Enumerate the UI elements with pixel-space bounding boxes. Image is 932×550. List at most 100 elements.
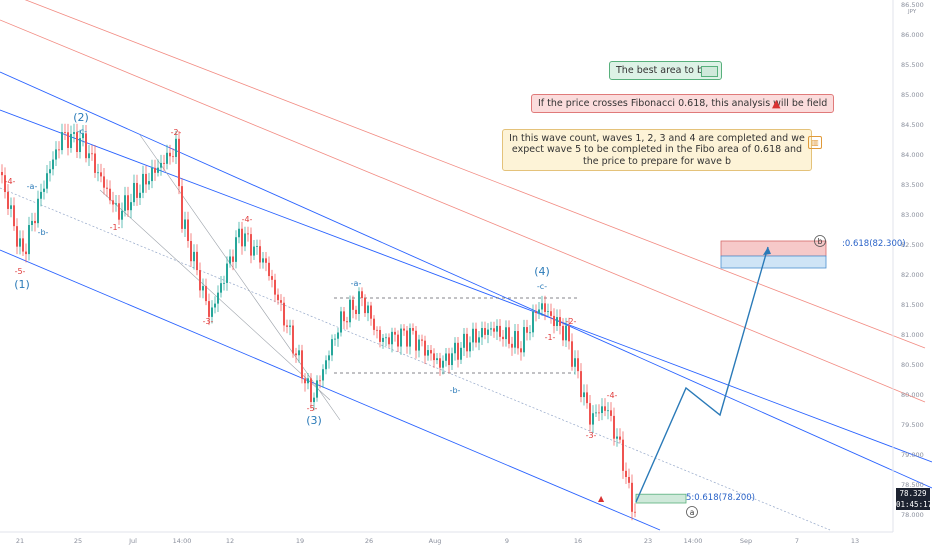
candle-body <box>358 291 360 315</box>
candle-body <box>346 321 348 323</box>
candle-body <box>256 246 258 247</box>
wave-label: -5- <box>15 267 26 276</box>
candle-body <box>439 358 441 368</box>
candle-body <box>79 138 81 153</box>
price-tick-label: 78.500 <box>901 481 924 489</box>
price-tick-label: 80.000 <box>901 391 924 399</box>
wave-label: (1) <box>14 278 30 291</box>
price-tick-label: 81.000 <box>901 331 924 339</box>
candle-body <box>214 303 216 308</box>
candle-body <box>58 149 60 151</box>
candle-body <box>139 192 141 198</box>
candle-body <box>601 406 603 414</box>
candle-body <box>622 439 624 471</box>
price-tick-label: 79.000 <box>901 451 924 459</box>
candle-body <box>541 303 543 310</box>
candle-body <box>85 133 87 159</box>
candle-body <box>52 159 54 170</box>
candle-body <box>391 331 393 345</box>
candle-body <box>325 360 327 370</box>
candle-body <box>13 205 15 227</box>
candle-body <box>313 397 315 403</box>
candle-body <box>148 181 150 185</box>
candle-body <box>331 339 333 356</box>
candle-body <box>43 188 45 192</box>
candle-body <box>70 133 72 148</box>
candle-body <box>406 330 408 347</box>
wave-label: -c- <box>77 127 87 136</box>
candle-body <box>124 195 126 211</box>
candle-body <box>328 355 330 361</box>
candle-body <box>82 133 84 139</box>
candle-body <box>604 406 606 411</box>
candle-body <box>94 153 96 173</box>
candle-body <box>583 392 585 398</box>
candle-body <box>367 305 369 314</box>
candle-body <box>250 234 252 256</box>
candle-body <box>61 132 63 151</box>
candle-body <box>508 327 510 344</box>
candle-body <box>355 309 357 315</box>
candle-body <box>415 330 417 351</box>
candle-body <box>526 327 528 333</box>
wave-label: -3- <box>203 317 214 326</box>
candle-body <box>505 327 507 340</box>
candle-body <box>436 358 438 361</box>
candle-body <box>112 200 114 205</box>
wave-label: -4- <box>607 391 618 400</box>
candle-body <box>589 403 591 425</box>
candle-body <box>562 325 564 341</box>
candle-body <box>631 482 633 512</box>
candle-body <box>64 132 66 133</box>
candle-body <box>322 369 324 381</box>
time-tick-label: Jul <box>128 537 137 545</box>
candle-body <box>88 153 90 159</box>
time-tick-label: 13 <box>851 537 859 545</box>
candle-body <box>487 329 489 335</box>
candle-body <box>274 279 276 295</box>
buy-area-note: The best area to buy <box>609 61 722 81</box>
wave3-channel-a <box>139 134 341 421</box>
wave-label: -a- <box>351 279 362 288</box>
candle-body <box>619 436 621 440</box>
red-channel-upper <box>24 0 926 349</box>
candle-body <box>28 225 30 255</box>
candle-body <box>616 436 618 439</box>
candle-body <box>142 173 144 193</box>
candle-body <box>550 311 552 316</box>
candle-body <box>553 315 555 327</box>
candle-body <box>133 182 135 203</box>
time-tick-label: 14:00 <box>173 537 192 545</box>
candle-body <box>244 233 246 247</box>
candle-body <box>199 270 201 291</box>
candle-body <box>22 238 24 252</box>
candle-body <box>382 337 384 342</box>
candle-body <box>580 371 582 398</box>
candle-body <box>49 169 51 174</box>
candle-body <box>130 202 132 211</box>
candles <box>1 123 636 521</box>
candle-body <box>304 378 306 384</box>
candle-body <box>529 332 531 334</box>
candle-body <box>469 342 471 352</box>
wave-chart-icon: ▥ <box>808 136 822 149</box>
candle-body <box>607 410 609 412</box>
candle-body <box>226 263 228 283</box>
candle-body <box>232 256 234 262</box>
wave3-channel-b <box>99 189 331 401</box>
candle-body <box>235 237 237 262</box>
price-tick-label: 83.500 <box>901 181 924 189</box>
candle-body <box>433 353 435 361</box>
candle-body <box>208 301 210 317</box>
candle-body <box>544 303 546 312</box>
candle-body <box>280 300 282 303</box>
candle-body <box>484 328 486 335</box>
candle-body <box>349 299 351 323</box>
price-tick-label: 84.500 <box>901 121 924 129</box>
wave-label: -1- <box>545 333 556 342</box>
candle-body <box>100 172 102 177</box>
price-tick-label: 81.500 <box>901 301 924 309</box>
candle-body <box>493 328 495 332</box>
candle-body <box>499 325 501 337</box>
